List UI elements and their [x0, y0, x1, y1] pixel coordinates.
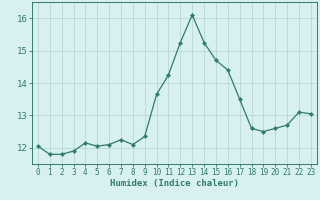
X-axis label: Humidex (Indice chaleur): Humidex (Indice chaleur) — [110, 179, 239, 188]
